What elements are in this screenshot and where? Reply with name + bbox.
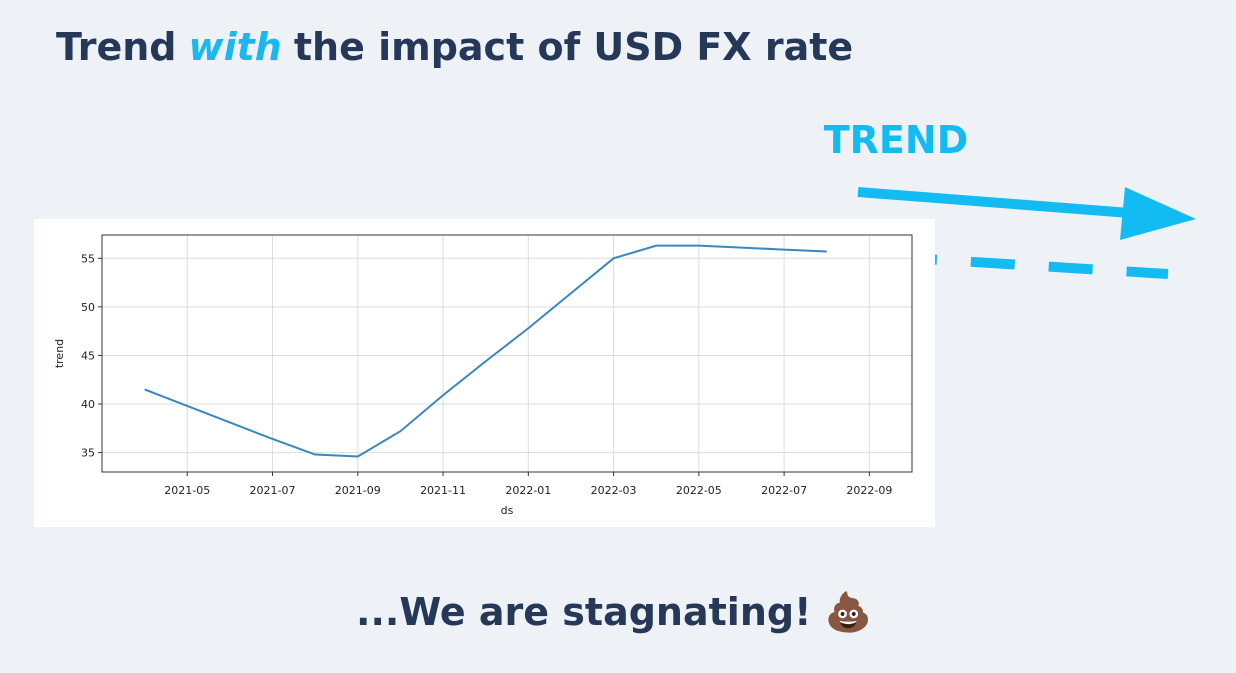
y-tick-label: 45 bbox=[81, 349, 95, 362]
x-tick-label: 2022-05 bbox=[676, 484, 722, 497]
plot-frame bbox=[101, 234, 913, 473]
title-part: the impact of USD FX rate bbox=[294, 25, 853, 69]
caption: ...We are stagnating! 💩 bbox=[356, 590, 872, 634]
x-tick-label: 2021-11 bbox=[420, 484, 466, 497]
x-tick-label: 2021-05 bbox=[164, 484, 210, 497]
trend-line bbox=[144, 244, 827, 458]
y-tick-label: 35 bbox=[81, 447, 95, 460]
title-part: Trend bbox=[56, 25, 177, 69]
arrow-head bbox=[1120, 187, 1196, 240]
y-tick-label: 40 bbox=[81, 398, 95, 411]
y-tick-label: 55 bbox=[81, 252, 95, 265]
y-tick-label: 50 bbox=[81, 301, 95, 314]
x-tick-label: 2021-07 bbox=[250, 484, 296, 497]
arrow bbox=[857, 187, 1131, 218]
x-tick-label: 2022-07 bbox=[761, 484, 807, 497]
x-axis-label: ds bbox=[501, 504, 514, 517]
x-tick-label: 2021-09 bbox=[335, 484, 381, 497]
x-tick-label: 2022-03 bbox=[591, 484, 637, 497]
chart: 35 40 45 50 55 2021-05 2021-07 2021-09 2021-11 20… bbox=[53, 234, 913, 517]
chart-panel bbox=[34, 219, 935, 527]
x-tick-label: 2022-01 bbox=[505, 484, 551, 497]
x-tick-label: 2022-09 bbox=[846, 484, 892, 497]
title-part: with bbox=[189, 25, 282, 69]
annotation: TREND bbox=[824, 118, 969, 162]
y-axis-label: trend bbox=[53, 339, 66, 368]
slide-title: Trend with the impact of USD FX rate bbox=[56, 25, 853, 69]
